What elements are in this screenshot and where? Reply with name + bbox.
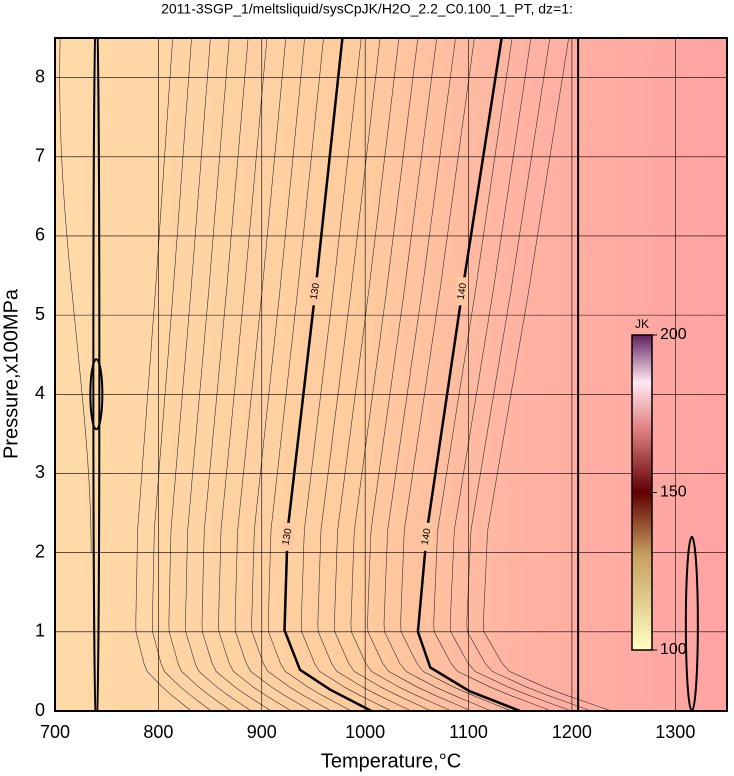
thin-contour	[201, 38, 272, 711]
thin-contour	[151, 38, 212, 711]
thin-contour	[482, 38, 612, 711]
y-tick-label: 0	[35, 700, 45, 720]
label-bg	[309, 277, 322, 306]
y-tick-label: 3	[35, 462, 45, 482]
thin-contour	[59, 38, 92, 553]
x-tick-label: 1300	[655, 722, 695, 742]
contour-label: 130	[309, 282, 323, 301]
thin-contour	[234, 38, 312, 711]
colorbar-label: JK	[635, 317, 649, 331]
thin-contour	[400, 38, 512, 711]
thin-contour	[218, 38, 292, 711]
thin-contour	[185, 38, 252, 711]
x-tick-label: 800	[143, 722, 173, 742]
thin-contour	[449, 38, 572, 711]
thin-contour	[135, 38, 192, 711]
frame	[54, 37, 728, 712]
x-tick-label: 1000	[345, 722, 385, 742]
thin-contour	[334, 38, 432, 711]
blob	[684, 535, 699, 711]
plot-background	[55, 38, 727, 711]
colorbar-tick-label: 150	[660, 484, 687, 501]
thin-contour	[251, 38, 332, 711]
contour-label: 130	[281, 527, 295, 546]
x-tick-label: 900	[247, 722, 277, 742]
thin-contour	[383, 38, 492, 711]
thin-contour	[317, 38, 412, 711]
y-axis-label: Pressure,x100MPa	[0, 288, 22, 459]
x-tick-label: 700	[40, 722, 70, 742]
chart-title: 2011-3SGP_1/meltsliquid/sysCpJK/H2O_2.2_…	[161, 1, 573, 17]
x-tick-label: 1100	[449, 722, 488, 742]
contour-label: 140	[420, 527, 434, 546]
label-bg	[420, 522, 433, 551]
thin-contour	[267, 38, 352, 711]
x-tick-label: 1200	[552, 722, 592, 742]
y-tick-label: 4	[35, 383, 45, 403]
label-bg	[281, 522, 294, 551]
y-tick-label: 1	[35, 621, 45, 641]
thin-contour	[367, 38, 472, 711]
plot-area: 130 130 140 140	[59, 38, 699, 711]
thin-contour	[300, 38, 392, 711]
thin-contour	[466, 38, 592, 711]
y-tick-label: 7	[35, 146, 45, 166]
thin-contour	[168, 38, 232, 711]
y-tick-label: 8	[35, 66, 45, 86]
contour-label: 140	[456, 282, 470, 301]
y-tick-label: 5	[35, 304, 45, 324]
colorbar-tick-label: 100	[660, 641, 687, 658]
thin-contour	[350, 38, 452, 711]
colorbar-tick-label: 200	[660, 326, 687, 343]
label-bg	[456, 277, 469, 306]
thin-contour	[433, 38, 552, 711]
x-axis-label: Temperature,°C	[321, 750, 461, 772]
y-tick-label: 2	[35, 541, 45, 561]
colorbar	[631, 334, 653, 651]
y-tick-label: 6	[35, 225, 45, 245]
